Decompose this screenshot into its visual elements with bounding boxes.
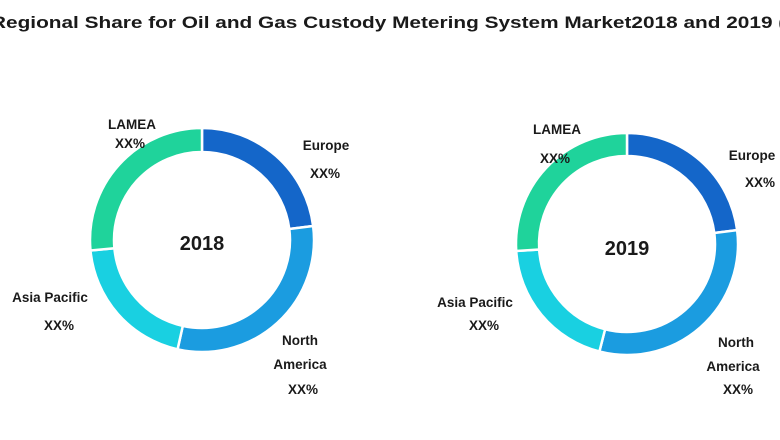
label-north-america-2018-line1: North <box>282 333 318 348</box>
slice-asia-pacific-2018 <box>89 246 185 351</box>
label-north-america-2019-line2: America <box>706 359 760 374</box>
value-asia-pacific-2019: XX% <box>469 318 499 333</box>
label-north-america-2019-line1: North <box>718 335 754 350</box>
slice-lamea-2018 <box>88 126 204 252</box>
center-label-2018: 2018 <box>180 233 225 255</box>
value-europe-2019: XX% <box>745 175 775 190</box>
label-asia-pacific-2018: Asia Pacific <box>12 290 88 305</box>
slice-asia-pacific-2019 <box>514 248 607 354</box>
value-north-america-2019: XX% <box>723 382 753 397</box>
value-lamea-2019: XX% <box>540 151 570 166</box>
label-europe-2018: Europe <box>303 138 350 153</box>
slice-europe-2019 <box>625 131 739 235</box>
label-lamea-2019: LAMEA <box>533 122 581 137</box>
label-north-america-2018-line2: America <box>273 357 327 372</box>
donut-2018 <box>88 126 316 354</box>
donut-2019 <box>514 131 740 357</box>
label-lamea-2018: LAMEA <box>108 117 156 132</box>
slice-lamea-2019 <box>514 131 629 253</box>
label-europe-2019: Europe <box>729 148 776 163</box>
value-lamea-2018: XX% <box>115 136 145 151</box>
slice-europe-2018 <box>200 126 315 231</box>
label-asia-pacific-2019: Asia Pacific <box>437 295 513 310</box>
chart-title: Regional Share for Oil and Gas Custody M… <box>0 13 780 32</box>
center-label-2019: 2019 <box>605 238 650 260</box>
value-asia-pacific-2018: XX% <box>44 318 74 333</box>
value-europe-2018: XX% <box>310 166 340 181</box>
value-north-america-2018: XX% <box>288 382 318 397</box>
